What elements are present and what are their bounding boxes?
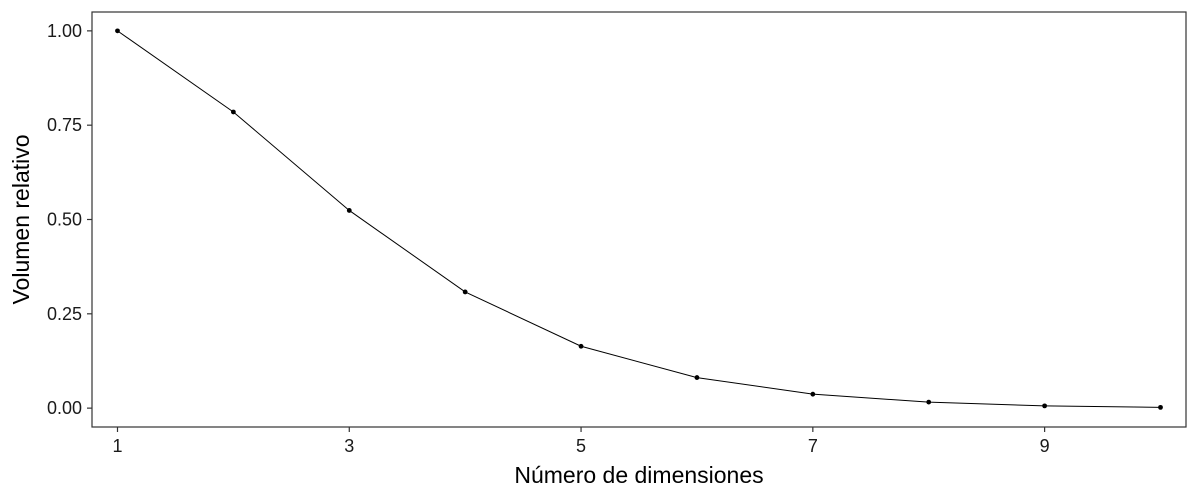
plot-frame	[91, 11, 1187, 428]
series-line	[117, 30, 1161, 408]
x-tick-label: 9	[1040, 436, 1050, 456]
y-tick-label: 0.25	[47, 304, 82, 324]
y-tick-label: 0.00	[47, 398, 82, 418]
x-axis-title: Número de dimensiones	[514, 462, 763, 488]
data-point-6	[694, 375, 700, 380]
y-axis: 0.00 0.25 0.50 0.75 1.00	[47, 21, 92, 418]
data-point-10	[1158, 404, 1163, 410]
y-axis-title: Volumen relativo	[8, 134, 34, 304]
data-points	[115, 28, 1163, 410]
plot-background	[92, 12, 1186, 427]
y-tick-label: 0.75	[47, 115, 82, 135]
x-axis: 1 3 5 7 9	[112, 427, 1050, 456]
x-tick-label: 5	[576, 436, 586, 456]
data-point-2	[230, 109, 236, 115]
x-tick-label: 7	[808, 436, 818, 456]
x-tick-label: 3	[344, 436, 354, 456]
data-point-4	[462, 289, 468, 295]
y-tick-label: 1.00	[47, 21, 82, 41]
data-point-7	[810, 391, 816, 397]
data-point-3	[346, 208, 352, 213]
data-point-9	[1042, 403, 1048, 409]
x-tick-label: 1	[112, 436, 122, 456]
data-point-8	[926, 399, 932, 405]
data-point-5	[578, 343, 584, 349]
data-point-1	[115, 28, 120, 34]
y-tick-label: 0.50	[47, 210, 82, 230]
